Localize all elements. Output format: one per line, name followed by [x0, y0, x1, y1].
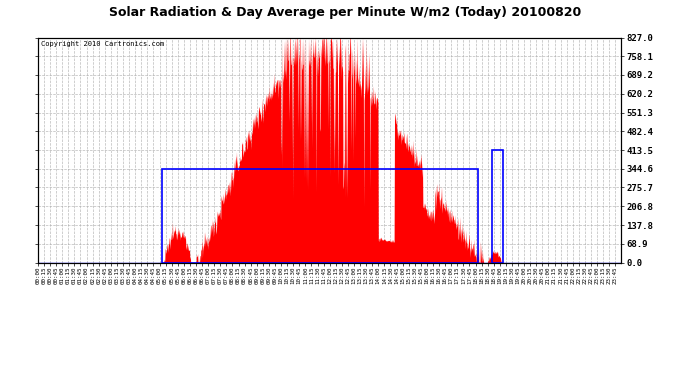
Bar	[161, 169, 478, 262]
Text: Copyright 2010 Cartronics.com: Copyright 2010 Cartronics.com	[41, 41, 164, 47]
Bar	[492, 150, 503, 262]
Text: Solar Radiation & Day Average per Minute W/m2 (Today) 20100820: Solar Radiation & Day Average per Minute…	[109, 6, 581, 19]
